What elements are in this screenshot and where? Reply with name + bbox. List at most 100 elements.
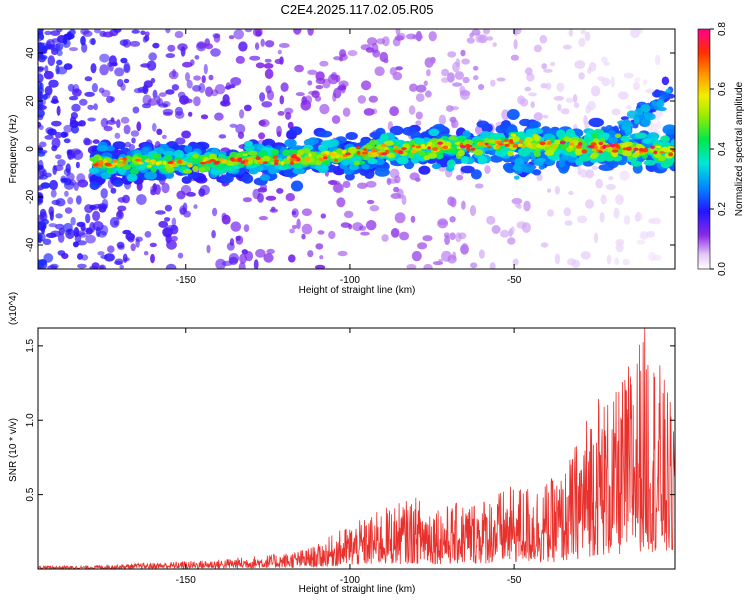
heatmap-cell	[319, 60, 329, 67]
heatmap-cell	[381, 152, 388, 156]
heatmap-cell	[120, 57, 128, 64]
heatmap-cell	[170, 235, 178, 242]
heatmap-cell	[162, 161, 167, 165]
heatmap-cell	[125, 232, 135, 241]
heatmap-cell	[484, 142, 489, 146]
heatmap-cell	[581, 156, 590, 162]
heatmap-cell	[521, 145, 526, 149]
heatmap-cell	[393, 145, 398, 149]
heatmap-cell	[633, 81, 640, 91]
heatmap-cell	[647, 122, 658, 134]
heatmap-cell	[38, 232, 43, 243]
heatmap-cell	[212, 207, 218, 217]
heatmap-cell	[187, 171, 199, 179]
heatmap-cell	[69, 29, 76, 36]
heatmap-cell	[240, 160, 246, 164]
heatmap-cell	[568, 29, 574, 37]
heatmap-cell	[437, 141, 443, 145]
heatmap-cell	[73, 182, 79, 191]
heatmap-cell	[40, 182, 51, 189]
heatmap-cell	[446, 105, 454, 112]
heatmap-cell	[517, 147, 531, 157]
heatmap-cell	[152, 122, 157, 132]
heatmap-cell	[401, 147, 407, 151]
heatmap-cell	[634, 151, 641, 155]
heatmap-cell	[263, 253, 274, 263]
heatmap-cell	[263, 63, 274, 69]
heatmap-cell	[344, 210, 354, 219]
heatmap-cell	[146, 60, 157, 71]
heatmap-cell	[601, 56, 608, 63]
heatmap-cell	[173, 149, 185, 159]
heatmap-cell	[394, 212, 406, 224]
heatmap-cell	[661, 160, 673, 167]
heatmap-cell	[260, 38, 265, 47]
colorbar: 0.0 0.2 0.4 0.6 0.8 Normalized spectral ampl…	[697, 22, 745, 276]
heatmap-cell	[188, 111, 193, 117]
heatmap-cell	[315, 71, 325, 81]
heatmap-cell	[214, 112, 224, 121]
heatmap-cell	[635, 143, 643, 149]
heatmap-cell	[496, 144, 500, 149]
heatmap-cell	[508, 228, 513, 237]
heatmap-cell	[590, 85, 601, 97]
heatmap-cell	[519, 139, 523, 144]
heatmap-cell	[366, 199, 375, 205]
heatmap-cell	[301, 223, 313, 235]
heatmap-cell	[262, 155, 271, 162]
heatmap-cell	[222, 94, 230, 105]
heatmap-cell	[129, 40, 141, 47]
heatmap-cell	[136, 121, 142, 132]
heatmap-cell	[498, 143, 504, 146]
heatmap-cell	[305, 157, 311, 162]
heatmap-cell	[50, 189, 57, 198]
heatmap-cell	[106, 119, 117, 125]
heatmap-cell	[610, 76, 615, 88]
heatmap-cell	[554, 185, 561, 195]
heatmap-cell	[57, 233, 65, 243]
heatmap-cell	[301, 233, 306, 240]
heatmap-cell	[455, 58, 461, 68]
heatmap-cell	[578, 37, 586, 47]
heatmap-cell	[90, 63, 97, 74]
heatmap-cell	[368, 95, 378, 103]
heatmap-cell	[295, 92, 305, 97]
heatmap-cell	[87, 117, 96, 122]
heatmap-cell	[651, 100, 657, 107]
heatmap-cell	[519, 118, 532, 127]
heatmap-cell	[247, 150, 258, 156]
heatmap-cell	[357, 95, 366, 104]
heatmap-cell	[51, 38, 60, 43]
spectrogram-ytick-label: -40	[25, 237, 36, 252]
heatmap-cell	[540, 242, 549, 248]
heatmap-cell	[176, 190, 186, 200]
heatmap-cell	[479, 141, 485, 145]
heatmap-cell	[100, 188, 108, 199]
heatmap-cell	[345, 152, 351, 156]
heatmap-cell	[330, 72, 338, 81]
heatmap-cell	[60, 131, 68, 138]
heatmap-cell	[290, 180, 304, 192]
heatmap-cell	[252, 188, 261, 200]
heatmap-cell	[603, 61, 610, 66]
heatmap-cell	[512, 144, 519, 148]
heatmap-cell	[82, 30, 93, 37]
heatmap-cell	[78, 232, 88, 238]
heatmap-cell	[461, 58, 470, 65]
heatmap-cell	[588, 117, 604, 128]
heatmap-cell	[38, 150, 46, 157]
heatmap-cell	[230, 157, 235, 162]
heatmap-cell	[617, 120, 628, 126]
heatmap-cell	[177, 159, 183, 164]
heatmap-cell	[238, 262, 246, 269]
heatmap-cell	[459, 145, 467, 149]
heatmap-cell	[398, 150, 404, 155]
heatmap-cell	[150, 167, 157, 173]
heatmap-cell	[466, 147, 471, 152]
heatmap-cell	[623, 72, 634, 79]
heatmap-cell	[47, 128, 57, 136]
heatmap-cell	[446, 159, 456, 168]
heatmap-cell	[556, 129, 566, 138]
heatmap-cell	[224, 85, 232, 90]
